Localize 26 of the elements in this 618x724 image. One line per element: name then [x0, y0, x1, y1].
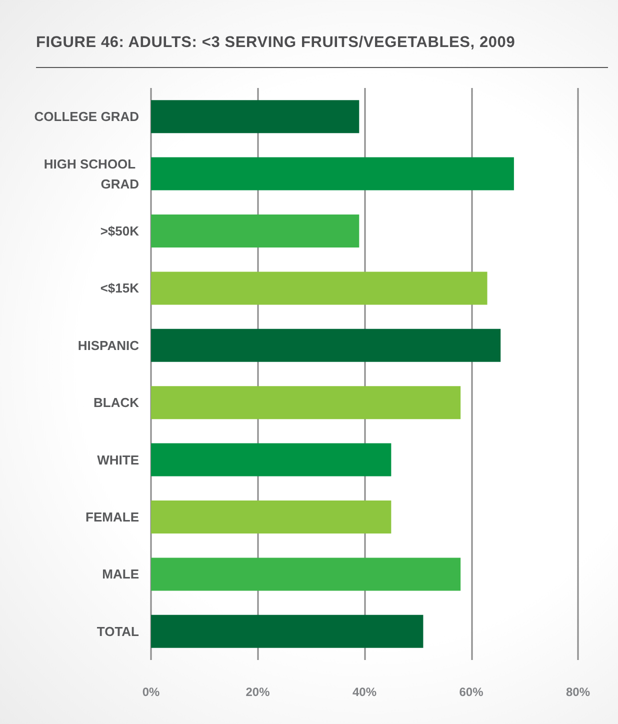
- bar: [151, 328, 501, 362]
- x-tick-label: 20%: [246, 685, 270, 699]
- bar: [151, 558, 461, 591]
- x-tick-label: 0%: [142, 685, 160, 699]
- bar: [151, 614, 424, 648]
- bar: [151, 214, 360, 248]
- bar: [151, 386, 461, 420]
- x-tick-label: 40%: [352, 685, 377, 699]
- y-tick-label: HISPANIC: [78, 338, 140, 353]
- x-tick-label: 60%: [459, 685, 484, 699]
- y-tick-label: >$50K: [100, 224, 140, 238]
- y-tick-label: TOTAL: [96, 624, 140, 639]
- y-tick-label: COLLEGE GRAD: [34, 109, 139, 124]
- y-tick-label: FEMALE: [86, 510, 140, 524]
- y-tick-label: BLACK: [94, 395, 140, 410]
- y-tick-label: HIGH SCHOOL GRAD: [44, 156, 139, 192]
- bar: [151, 443, 392, 476]
- chart-title: FIGURE 46: ADULTS: <3 SERVING FRUITS/VEGETABLES, 2009: [36, 34, 516, 52]
- y-tick-label: MALE: [102, 566, 140, 582]
- y-tick-label: <$15K: [100, 280, 140, 296]
- y-tick-label: WHITE: [97, 452, 140, 468]
- bar: [151, 100, 360, 134]
- bar: [151, 157, 514, 190]
- bar: [151, 272, 488, 305]
- x-tick-label: 80%: [566, 685, 590, 699]
- bar: [151, 500, 392, 534]
